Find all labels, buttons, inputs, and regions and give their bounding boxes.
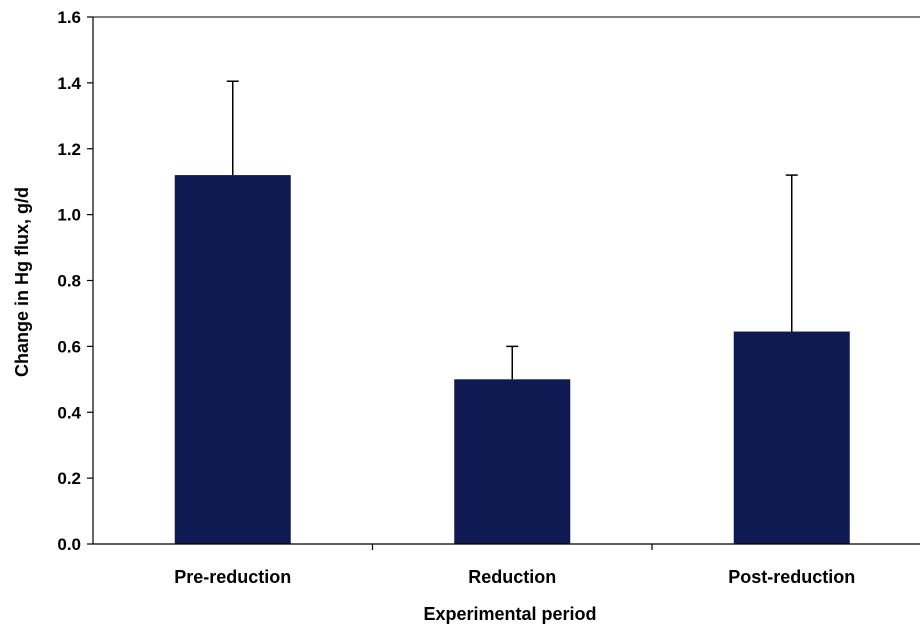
y-tick-label: 0.8 [57,272,81,291]
y-tick-label: 1.2 [57,140,81,159]
y-tick-label: 0.6 [57,337,81,356]
y-tick-label: 1.4 [57,74,81,93]
bar-pre-reduction [174,175,291,544]
y-tick-label: 1.6 [57,8,81,27]
bar-post-reduction [733,331,850,544]
y-tick-label: 0.0 [57,535,81,554]
x-axis: Pre-reduction Reduction Post-reduction [93,543,920,587]
x-tick-label: Pre-reduction [174,567,291,587]
y-tick-label: 0.4 [57,403,81,422]
x-tick-label: Reduction [468,567,556,587]
x-axis-title: Experimental period [423,604,596,624]
y-axis: 0.0 0.2 0.4 0.6 0.8 1.0 1.2 1.4 1.6 [57,8,920,554]
y-tick-label: 0.2 [57,469,81,488]
bars-group [174,175,850,544]
x-tick-label: Post-reduction [728,567,855,587]
error-bars-group [226,80,798,380]
y-axis-title: Change in Hg flux, g/d [12,187,32,377]
y-tick-label: 1.0 [57,206,81,225]
bar-reduction [454,379,571,544]
